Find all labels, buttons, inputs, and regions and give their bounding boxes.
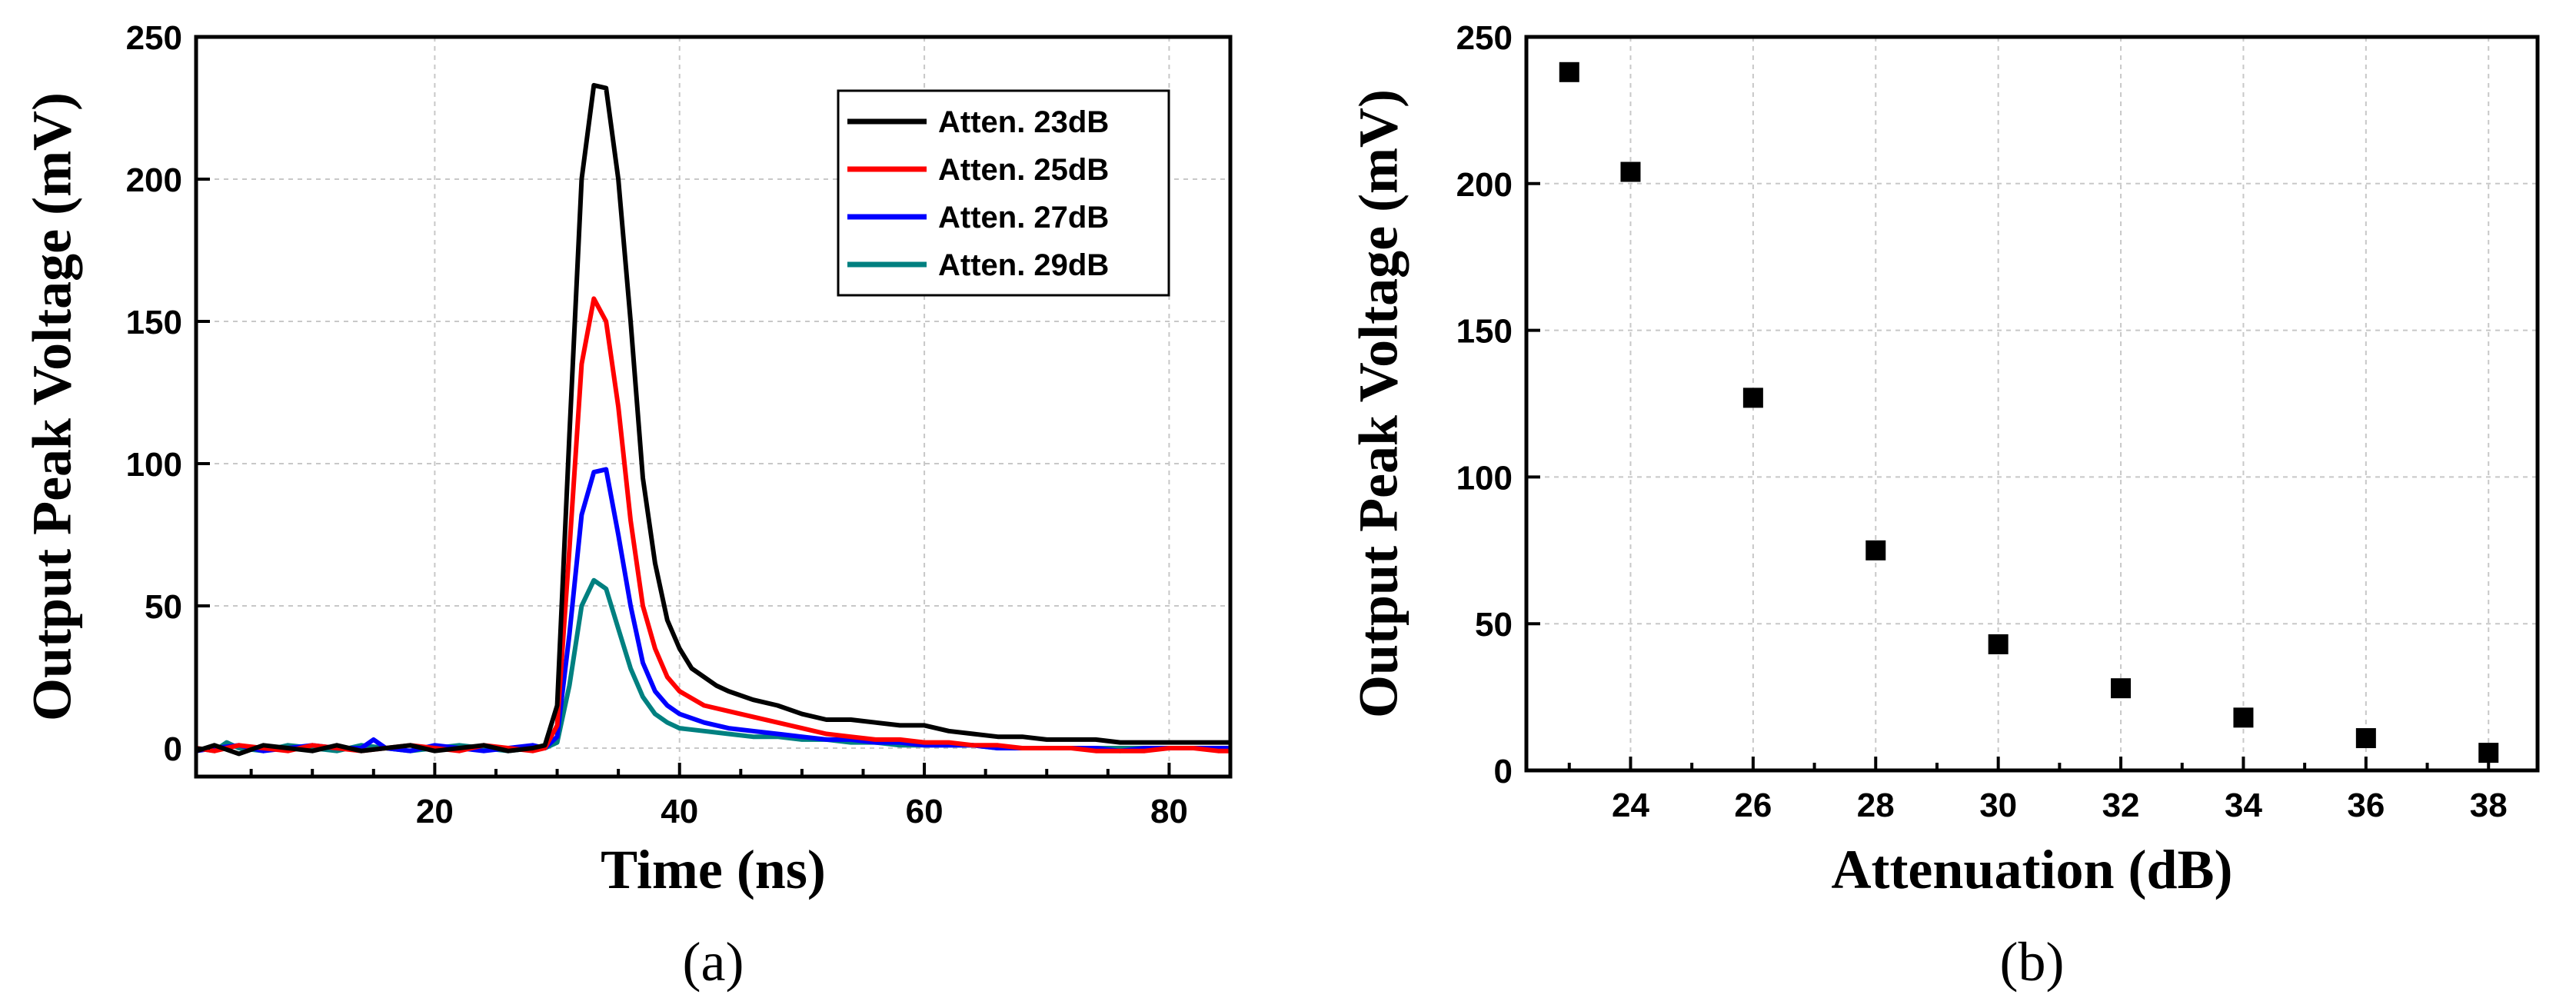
- chart-b-x-tick-label: 26: [1734, 787, 1772, 824]
- chart-a-x-axis-title: Time (ns): [601, 839, 826, 900]
- chart-a-y-tick-label: 250: [126, 19, 182, 57]
- chart-b-y-tick-label: 200: [1456, 166, 1513, 204]
- chart-b-points: [1559, 62, 2499, 763]
- chart-a-series: [195, 82, 1230, 757]
- chart-b-gridlines: [1526, 36, 2538, 771]
- chart-a-legend-box: [837, 89, 1170, 297]
- chart-b-ticks: 24 26 28 30 32 34 36 38 0 50 100 150 200 250: [1456, 19, 2508, 824]
- chart-b-y-tick-label: 150: [1456, 313, 1513, 351]
- chart-b-point: [1620, 161, 1641, 182]
- chart-b-x-tick-label: 30: [1979, 787, 2017, 824]
- chart-a-legend: Atten. 23dB Atten. 25dB Atten. 27dB Atten. …: [837, 89, 1170, 297]
- chart-a-x-tick-label: 60: [906, 793, 944, 830]
- chart-a-panel-label: (a): [683, 931, 744, 993]
- chart-a-y-tick-label: 200: [126, 161, 182, 199]
- chart-b-point: [1559, 62, 1579, 82]
- chart-a-legend-label: Atten. 27dB: [938, 201, 1109, 235]
- chart-b-x-tick-label: 32: [2102, 787, 2140, 824]
- chart-a-x-tick-label: 20: [416, 793, 454, 830]
- chart-b-x-tick-label: 36: [2347, 787, 2385, 824]
- chart-b-point: [2233, 707, 2254, 728]
- chart-b-panel-label: (b): [2000, 931, 2065, 993]
- chart-a-series-line: [195, 82, 1230, 757]
- chart-a-y-axis-title: Output Peak Voltage (mV): [22, 92, 83, 721]
- chart-b-point: [2111, 678, 2132, 699]
- chart-b-x-tick-label: 34: [2225, 787, 2262, 824]
- chart-a-y-tick-label: 0: [164, 730, 182, 768]
- chart-b-y-tick-label: 0: [1494, 753, 1513, 790]
- chart-b-y-tick-label: 100: [1456, 459, 1513, 497]
- chart-a-legend-label: Atten. 23dB: [938, 105, 1109, 139]
- chart-a-legend-label: Atten. 29dB: [938, 248, 1109, 282]
- chart-a-y-tick-label: 100: [126, 446, 182, 484]
- chart-a-legend-label: Atten. 25dB: [938, 153, 1109, 187]
- chart-b-y-axis-title: Output Peak Voltage (mV): [1348, 89, 1409, 718]
- chart-b-frame: [1524, 35, 2540, 773]
- chart-a-x-tick-label: 40: [661, 793, 698, 830]
- chart-a-ticks: 20 40 60 80 0 50 100 150 200 250: [126, 19, 1232, 830]
- chart-b-y-tick-label: 250: [1456, 19, 1513, 57]
- chart-b-x-axis-title: Attenuation (dB): [1831, 839, 2232, 900]
- chart-b-point: [2355, 728, 2376, 749]
- chart-b-point: [1988, 634, 2009, 654]
- chart-a-frame: [194, 35, 1233, 779]
- chart-a-x-tick-label: 80: [1150, 793, 1188, 830]
- chart-b-x-tick-label: 38: [2470, 787, 2508, 824]
- chart-b: 24 26 28 30 32 34 36 38 0 50 100 150 200 250 Attenuat…: [1348, 19, 2540, 993]
- chart-a-y-tick-label: 150: [126, 304, 182, 341]
- chart-b-point: [1742, 388, 1763, 408]
- chart-b-point: [1865, 540, 1886, 561]
- chart-b-x-tick-label: 28: [1857, 787, 1895, 824]
- chart-b-x-tick-label: 24: [1612, 787, 1649, 824]
- chart-b-y-tick-label: 50: [1475, 606, 1513, 644]
- chart-a-y-tick-label: 50: [145, 588, 182, 626]
